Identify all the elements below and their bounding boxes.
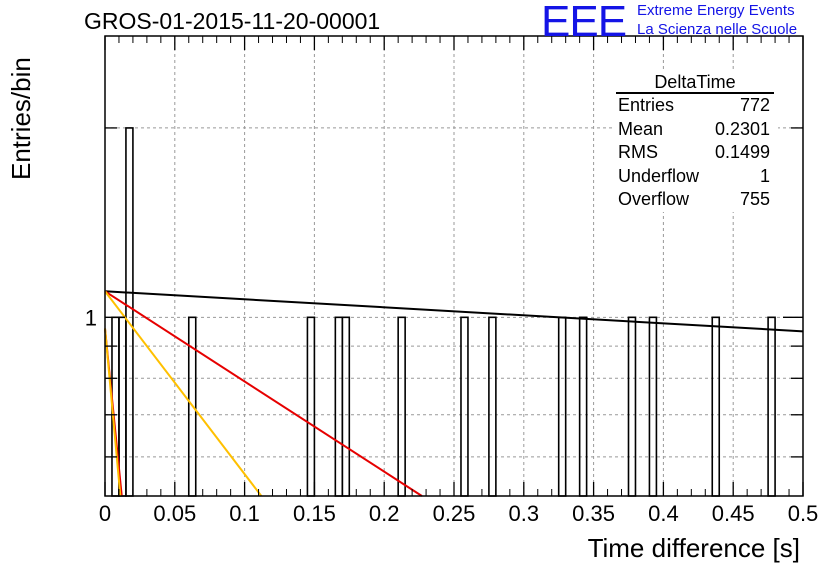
histogram-bin: [627, 316, 637, 497]
x-tick-label: 0.05: [153, 501, 196, 526]
histogram-bin: [341, 316, 351, 497]
histogram-bin: [557, 316, 567, 497]
x-tick-label: 0.1: [229, 501, 260, 526]
stats-value: 0.1499: [714, 142, 770, 162]
histogram-bin: [306, 316, 316, 497]
x-tick-label: 0.15: [293, 501, 336, 526]
fit-line: [104, 290, 804, 333]
histogram-bin: [460, 316, 469, 497]
stats-row-overflow: Overflow 755: [612, 188, 778, 212]
x-tick-label: 0.45: [712, 501, 755, 526]
stats-value: 0.2301: [714, 118, 770, 139]
stats-row-entries: Entries 772: [612, 94, 778, 118]
stats-label: Underflow: [618, 165, 700, 186]
x-tick-label: 0: [99, 501, 111, 526]
fit-line: [104, 290, 263, 497]
x-tick-label: 0.4: [648, 501, 679, 526]
stats-value: 1: [759, 165, 770, 186]
histogram-bin: [397, 316, 406, 497]
fit-layer: [104, 290, 804, 497]
stats-row-mean: Mean 0.2301: [612, 118, 778, 142]
tick-labels-layer: 0 0.05 0.1 0.15 0.2 0.25 0.3 0.35 0.4 0.45 0.5 1: [85, 305, 819, 526]
fit-line: [104, 290, 423, 497]
stats-value: 772: [739, 95, 770, 115]
stats-row-rms: RMS 0.1499: [612, 141, 778, 165]
eee-logo: EEE: [541, 0, 627, 46]
axis-layer: [104, 35, 804, 497]
histogram-bin: [767, 316, 776, 497]
x-tick-label: 0.3: [509, 501, 540, 526]
histogram-bin: [578, 316, 588, 497]
x-axis-label: Time difference [s]: [587, 533, 800, 563]
x-tick-label: 0.5: [788, 501, 819, 526]
histogram-bin: [125, 127, 134, 497]
y-tick-label: 1: [85, 305, 97, 330]
stats-title: DeltaTime: [616, 72, 774, 94]
histogram-bin: [488, 316, 497, 497]
stats-label: RMS: [618, 142, 658, 162]
x-tick-label: 0.2: [369, 501, 400, 526]
y-axis-label: Entries/bin: [6, 57, 36, 180]
stats-row-underflow: Underflow 1: [612, 165, 778, 189]
histogram-bin: [648, 316, 658, 497]
stats-box: DeltaTime Entries 772 Mean 0.2301 RMS 0.…: [612, 72, 778, 212]
chart-title: GROS-01-2015-11-20-00001: [84, 8, 381, 34]
stats-label: Overflow: [618, 189, 690, 209]
histogram-bin: [334, 316, 344, 497]
fit-line: [104, 328, 122, 497]
logo-line-1: Extreme Energy Events: [637, 2, 795, 19]
stats-label: Mean: [618, 118, 664, 139]
stats-value: 755: [739, 189, 770, 209]
logo-line-2: La Scienza nelle Scuole: [637, 21, 798, 38]
x-tick-label: 0.35: [572, 501, 615, 526]
x-tick-label: 0.25: [433, 501, 476, 526]
stats-label: Entries: [618, 95, 675, 115]
histogram-bin: [711, 316, 721, 497]
grid-layer: [105, 36, 803, 496]
